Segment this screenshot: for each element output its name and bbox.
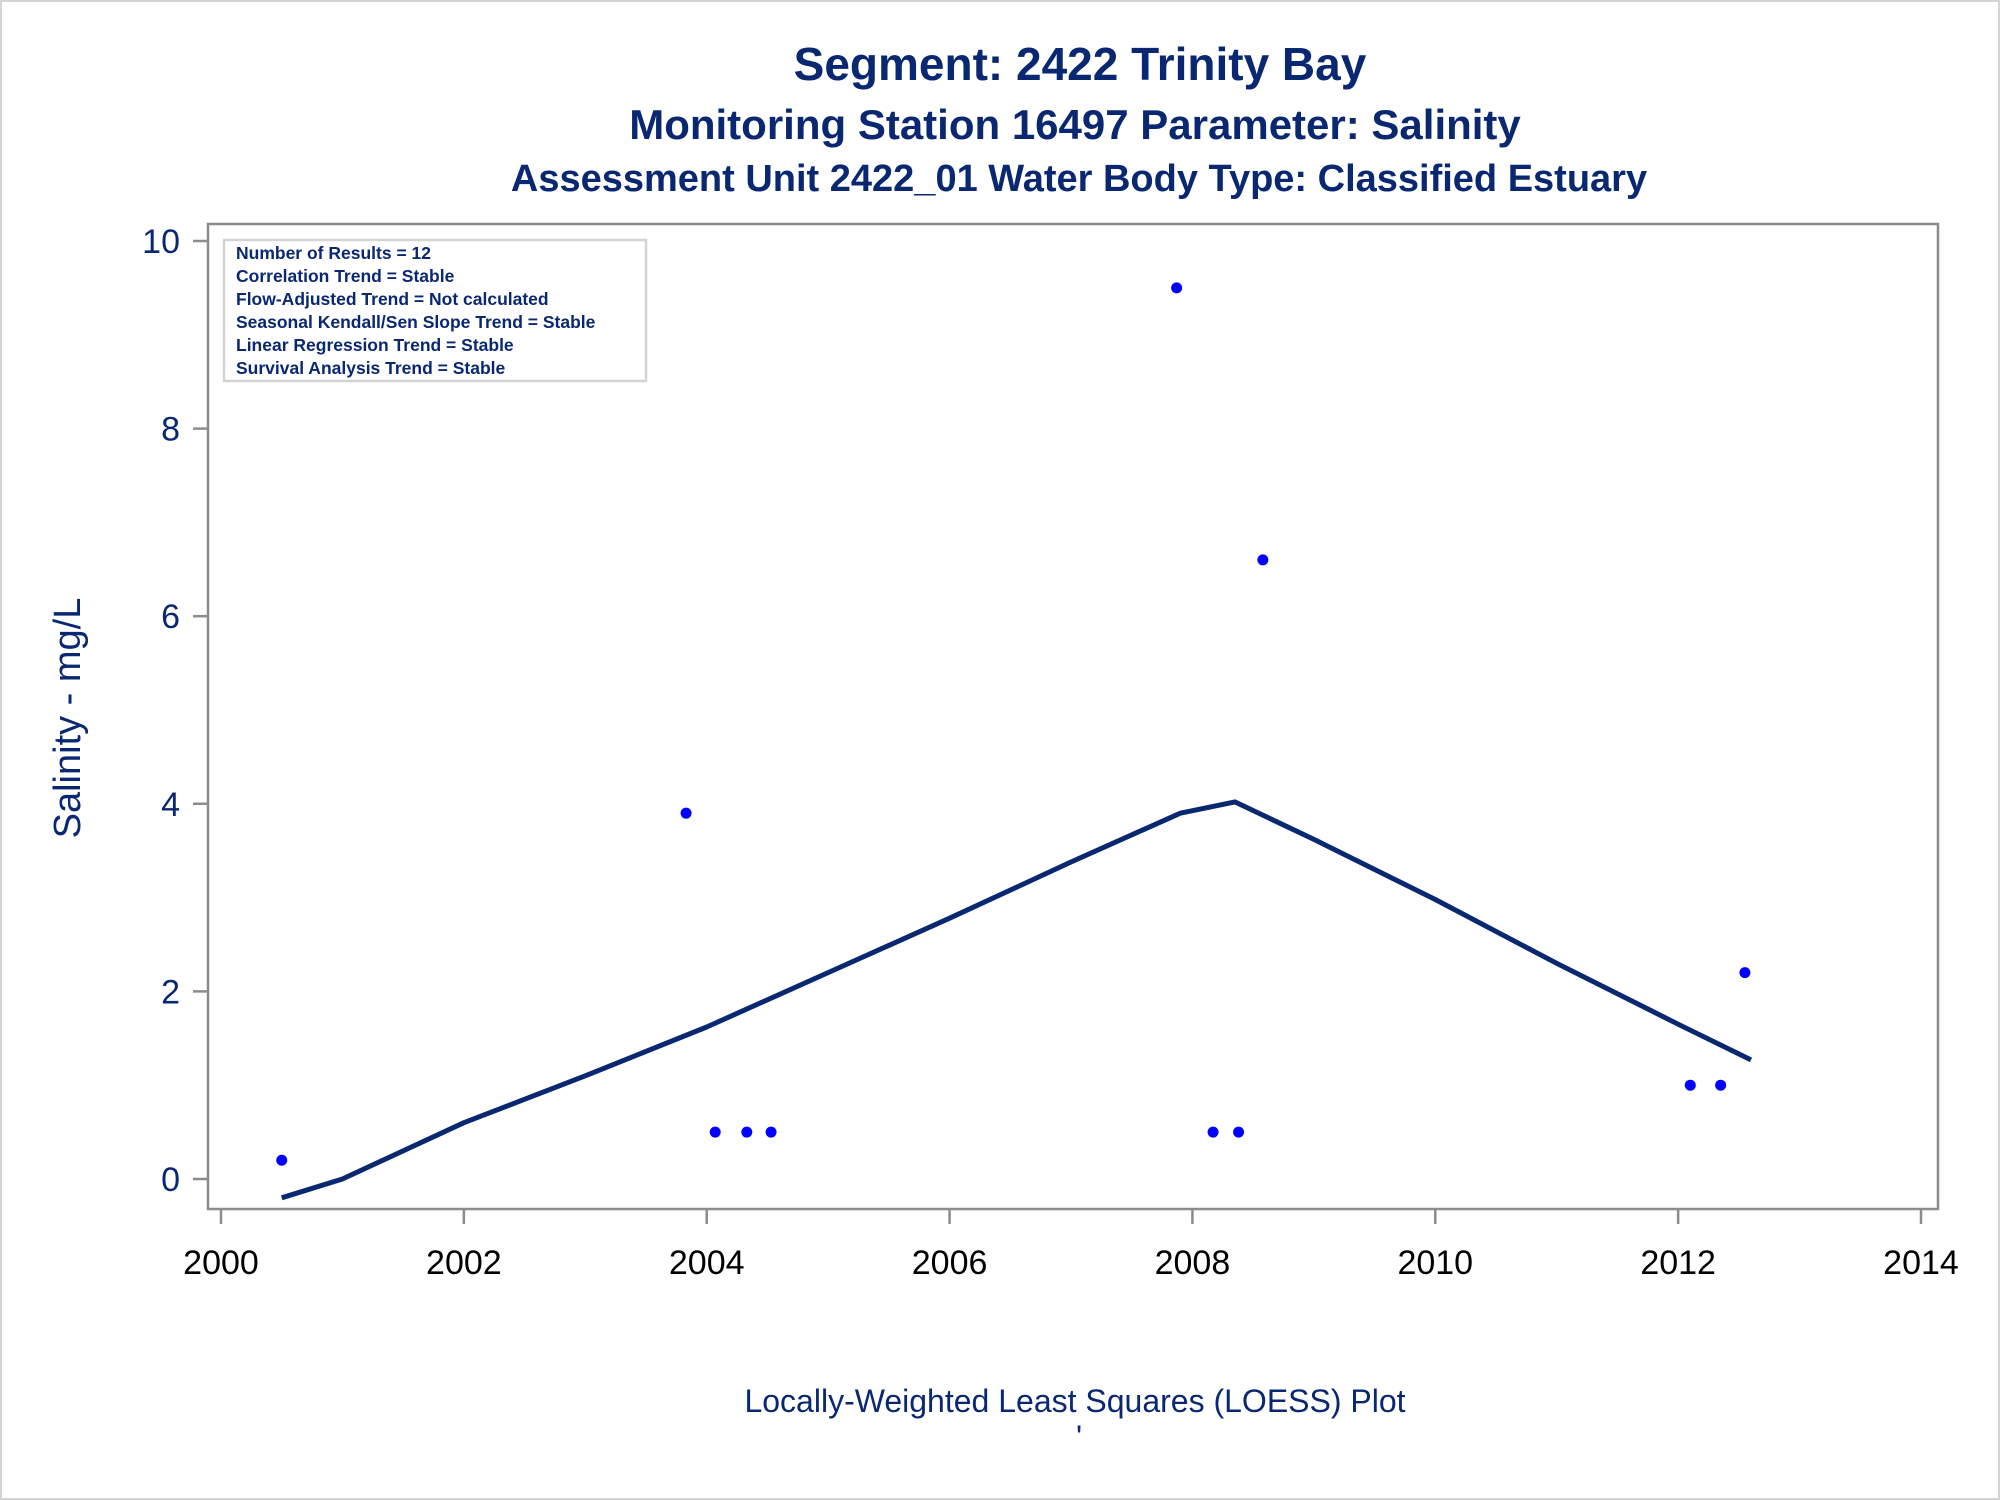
data-point (1207, 1126, 1219, 1138)
data-point (680, 807, 692, 819)
data-point (1233, 1126, 1245, 1138)
data-point (1171, 282, 1183, 294)
data-point (1739, 967, 1751, 979)
y-tick-label: 0 (161, 1161, 180, 1199)
data-points (276, 282, 1751, 1166)
data-point (709, 1126, 721, 1138)
loess-series (280, 799, 1753, 1201)
y-axis: 0 2 4 6 8 10 (142, 223, 208, 1199)
x-tick-label: 2012 (1640, 1244, 1716, 1282)
inset-line-flow-adjusted-trend: Flow-Adjusted Trend = Not calculated (236, 289, 549, 309)
stats-inset: Number of Results = 12 Correlation Trend… (222, 238, 648, 383)
x-tick-label: 2002 (426, 1244, 502, 1282)
data-point (741, 1126, 753, 1138)
loess-line (280, 799, 1753, 1201)
plot-area (206, 222, 1940, 1211)
x-tick-label: 2000 (183, 1244, 259, 1282)
y-tick-label: 10 (142, 223, 180, 261)
footnote-loess: Locally-Weighted Least Squares (LOESS) P… (744, 1383, 1405, 1419)
inset-line-linear-regression-trend: Linear Regression Trend = Stable (236, 335, 514, 355)
x-tick-label: 2006 (912, 1244, 988, 1282)
data-point (1257, 554, 1269, 566)
chart-title-assessment-unit: Assessment Unit 2422_01 Water Body Type:… (511, 158, 1647, 200)
x-tick-label: 2014 (1883, 1244, 1959, 1282)
x-tick-label: 2010 (1397, 1244, 1473, 1282)
chart-title-station: Monitoring Station 16497 Parameter: Sali… (629, 101, 1521, 148)
y-tick-label: 4 (161, 786, 180, 824)
x-tick-label: 2004 (669, 1244, 745, 1282)
data-point (1684, 1079, 1696, 1091)
inset-line-survival-analysis-trend: Survival Analysis Trend = Stable (236, 358, 506, 378)
y-tick-label: 8 (161, 411, 180, 449)
x-tick-label: 2008 (1155, 1244, 1231, 1282)
data-point (1715, 1079, 1727, 1091)
y-tick-label: 2 (161, 973, 180, 1011)
stats-inset-box (222, 238, 648, 383)
footnote-mark: ' (1076, 1419, 1082, 1455)
inset-line-seasonal-kendall-trend: Seasonal Kendall/Sen Slope Trend = Stabl… (236, 312, 596, 332)
x-axis: 2000 2002 2004 2006 2008 2010 2012 2014 (183, 1209, 1959, 1282)
y-tick-label: 6 (161, 598, 180, 636)
inset-line-number-of-results: Number of Results = 12 (236, 243, 431, 263)
inset-line-correlation-trend: Correlation Trend = Stable (236, 266, 455, 286)
data-point (765, 1126, 777, 1138)
y-axis-label: Salinity - mg/L (47, 598, 89, 839)
chart-title-segment: Segment: 2422 Trinity Bay (794, 38, 1367, 90)
data-point (276, 1154, 288, 1166)
